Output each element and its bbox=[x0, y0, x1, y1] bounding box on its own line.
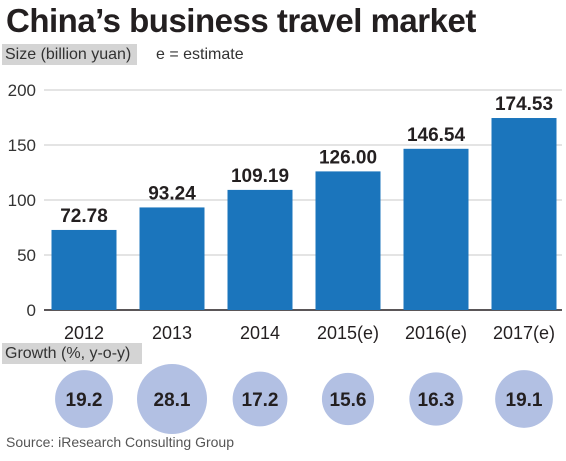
y-tick-label: 0 bbox=[27, 301, 36, 320]
bar-value-label: 109.19 bbox=[231, 166, 289, 187]
growth-circle bbox=[137, 364, 207, 434]
bar bbox=[51, 229, 117, 310]
estimate-note: e = estimate bbox=[156, 46, 244, 63]
x-tick-label: 2015(e) bbox=[317, 323, 379, 343]
y-axis-ticks: 0 50 100 150 200 bbox=[8, 81, 36, 320]
growth-circle bbox=[232, 371, 288, 427]
bar-value-label: 126.00 bbox=[319, 147, 377, 168]
growth-value-label: 19.1 bbox=[506, 390, 543, 411]
source-note: Source: iResearch Consulting Group bbox=[6, 434, 235, 450]
bar bbox=[403, 148, 469, 310]
y-tick-label: 150 bbox=[8, 136, 36, 155]
growth-circle bbox=[55, 370, 113, 428]
growth-circle bbox=[321, 372, 375, 426]
y-tick-label: 200 bbox=[8, 81, 36, 100]
growth-circle bbox=[409, 372, 463, 426]
growth-value-label: 16.3 bbox=[418, 390, 455, 411]
growth-value-label: 19.2 bbox=[66, 390, 103, 411]
bar-value-label: 146.54 bbox=[407, 125, 466, 146]
x-axis-labels: 2012 2013 2014 2015(e) 2016(e) 2017(e) bbox=[64, 323, 555, 343]
bar bbox=[139, 207, 205, 310]
growth-value-label: 17.2 bbox=[242, 390, 279, 411]
grid-lines bbox=[44, 89, 562, 311]
bar bbox=[227, 189, 293, 310]
bar-value-label: 72.78 bbox=[60, 206, 108, 227]
y-tick-label: 50 bbox=[17, 246, 36, 265]
bar-value-label: 93.24 bbox=[148, 183, 196, 204]
growth-value-label: 15.6 bbox=[330, 390, 367, 411]
bar bbox=[491, 118, 557, 310]
bars: 72.78 93.24 109.19 126.00 146.54 174.53 bbox=[51, 94, 557, 310]
x-tick-label: 2012 bbox=[64, 323, 104, 343]
growth-value-label: 28.1 bbox=[154, 390, 191, 411]
growth-circle bbox=[495, 370, 553, 428]
x-tick-label: 2013 bbox=[152, 323, 192, 343]
y-tick-label: 100 bbox=[8, 191, 36, 210]
chart-title: China’s business travel market bbox=[6, 2, 476, 39]
growth-label: Growth (%, y-o-y) bbox=[2, 343, 142, 364]
x-tick-label: 2014 bbox=[240, 323, 280, 343]
bar-value-label: 174.53 bbox=[495, 94, 553, 115]
unit-label: Size (billion yuan) bbox=[2, 44, 138, 65]
x-tick-label: 2016(e) bbox=[405, 323, 467, 343]
bar bbox=[315, 171, 381, 310]
x-tick-label: 2017(e) bbox=[493, 323, 555, 343]
growth-circles: 19.2 28.1 17.2 15.6 16.3 19.1 bbox=[55, 364, 553, 434]
